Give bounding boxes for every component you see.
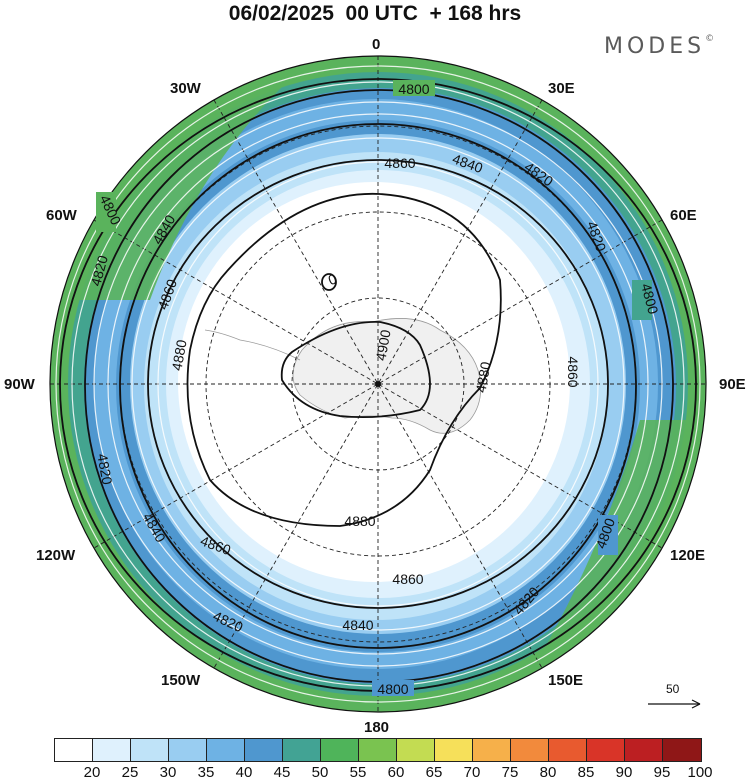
colorbar-tick-label: 70: [463, 764, 481, 781]
longitude-label-180: 180: [364, 719, 390, 736]
longitude-label-90e: 90E: [719, 376, 746, 393]
svg-text:4900: 4900: [372, 328, 393, 362]
colorbar-tick-label: 100: [687, 764, 713, 781]
antarctica-landmass: [204, 318, 482, 434]
colorbar-swatch: [435, 739, 473, 761]
wind-reference-label: 50: [666, 682, 680, 696]
colorbar-swatch: [663, 739, 701, 761]
brand-logo: MODES©: [604, 34, 715, 59]
wind-speed-field: [50, 56, 706, 712]
forecast-title: 06/02/2025 00 UTC + 168 hrs: [228, 2, 522, 25]
longitude-label-90w: 90W: [4, 376, 35, 393]
svg-text:4880: 4880: [472, 360, 493, 394]
colorbar-swatch: [397, 739, 435, 761]
colorbar-swatch: [359, 739, 397, 761]
longitude-label-150w: 150W: [161, 672, 201, 689]
colorbar-tick-label: 95: [653, 764, 671, 781]
colorbar-swatch: [131, 739, 169, 761]
colorbar-tick-label: 60: [387, 764, 405, 781]
colorbar-swatch: [321, 739, 359, 761]
svg-text:4820: 4820: [87, 253, 111, 287]
map-boundary: [49, 55, 707, 713]
south-pole-marker: [375, 381, 381, 387]
colorbar: [54, 738, 702, 762]
svg-text:4860: 4860: [392, 571, 423, 587]
colorbar-tick-label: 20: [83, 764, 101, 781]
colorbar-tick-label: 35: [197, 764, 215, 781]
longitude-label-0: 0: [372, 36, 381, 53]
svg-text:4840: 4840: [342, 617, 373, 633]
longitude-label-30e: 30E: [548, 80, 575, 97]
colorbar-tick-label: 65: [425, 764, 443, 781]
svg-text:4880: 4880: [168, 338, 189, 372]
svg-text:4860: 4860: [384, 155, 415, 171]
colorbar-tick-label: 30: [159, 764, 177, 781]
svg-text:4860: 4860: [565, 356, 581, 387]
colorbar-tick-label: 55: [349, 764, 367, 781]
colorbar-ticks: 20 25 30 35 40 45 50 55 60 65 70 75 80 85 90 95 100: [0, 764, 750, 782]
colorbar-swatch: [549, 739, 587, 761]
longitude-label-60w: 60W: [46, 207, 77, 224]
svg-text:4800: 4800: [377, 681, 408, 697]
longitude-label-30w: 30W: [170, 80, 201, 97]
longitude-label-120w: 120W: [36, 547, 76, 564]
longitude-label-120e: 120E: [670, 547, 706, 564]
colorbar-tick-label: 75: [501, 764, 519, 781]
svg-text:4800: 4800: [638, 282, 662, 316]
colorbar-tick-label: 25: [121, 764, 139, 781]
colorbar-tick-label: 45: [273, 764, 291, 781]
colorbar-tick-label: 80: [539, 764, 557, 781]
longitude-label-150e: 150E: [548, 672, 584, 689]
longitude-label-60e: 60E: [670, 207, 697, 224]
wind-reference-arrow: [648, 699, 701, 709]
colorbar-swatch: [207, 739, 245, 761]
colorbar-swatch: [55, 739, 93, 761]
colorbar-tick-label: 90: [615, 764, 633, 781]
colorbar-swatch: [511, 739, 549, 761]
colorbar-swatch: [283, 739, 321, 761]
colorbar-swatch: [169, 739, 207, 761]
colorbar-tick-label: 50: [311, 764, 329, 781]
colorbar-swatch: [587, 739, 625, 761]
colorbar-swatch: [473, 739, 511, 761]
svg-text:4820: 4820: [94, 452, 115, 486]
colorbar-swatch: [245, 739, 283, 761]
svg-text:4880: 4880: [344, 513, 375, 529]
colorbar-swatch: [625, 739, 663, 761]
colorbar-swatch: [93, 739, 131, 761]
colorbar-tick-label: 85: [577, 764, 595, 781]
colorbar-tick-label: 40: [235, 764, 253, 781]
svg-text:4800: 4800: [398, 81, 429, 97]
